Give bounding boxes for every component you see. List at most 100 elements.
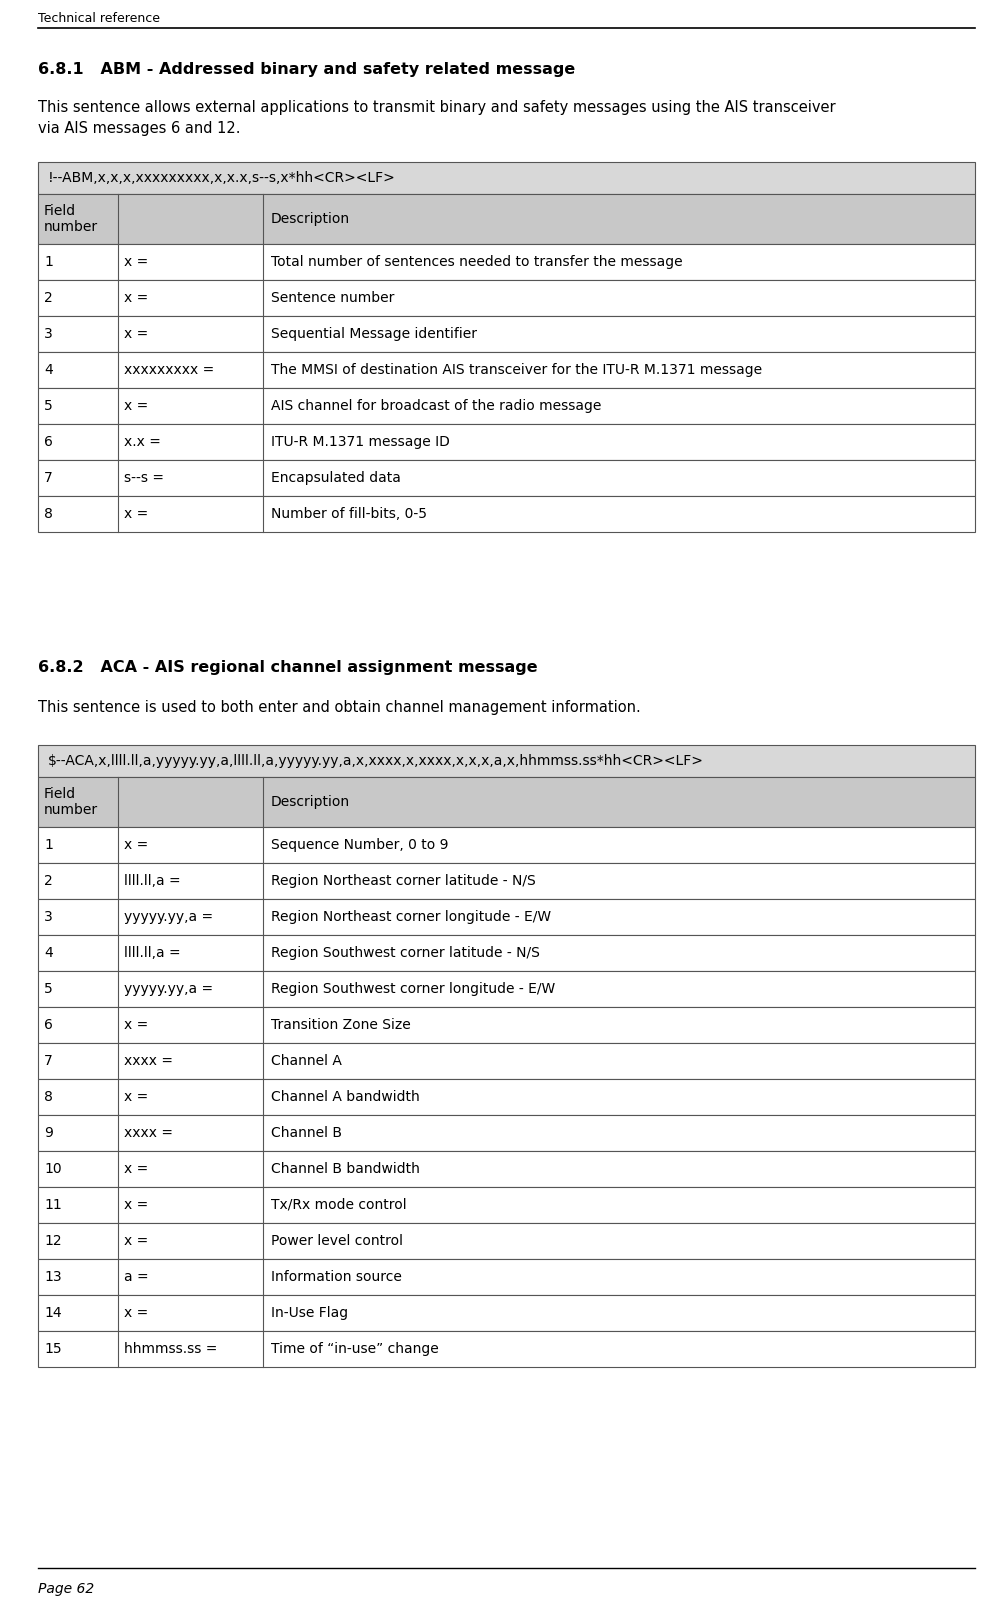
Text: 10: 10 <box>44 1162 61 1176</box>
Text: 9: 9 <box>44 1126 53 1139</box>
Bar <box>38 1294 975 1332</box>
Bar <box>38 863 975 898</box>
Bar <box>38 423 975 461</box>
Text: Total number of sentences needed to transfer the message: Total number of sentences needed to tran… <box>271 255 682 268</box>
Text: This sentence is used to both enter and obtain channel management information.: This sentence is used to both enter and … <box>38 700 641 714</box>
Text: 4: 4 <box>44 945 52 960</box>
Text: Encapsulated data: Encapsulated data <box>271 470 400 485</box>
Text: 2: 2 <box>44 874 52 889</box>
Bar <box>38 388 975 423</box>
Text: yyyyy.yy,a =: yyyyy.yy,a = <box>124 910 213 924</box>
Bar <box>38 745 975 777</box>
Text: !--ABM,x,x,x,xxxxxxxxx,x,x.x,s--s,x*hh<CR><LF>: !--ABM,x,x,x,xxxxxxxxx,x,x.x,s--s,x*hh<C… <box>48 171 395 184</box>
Text: x =: x = <box>124 255 148 268</box>
Bar <box>38 1115 975 1151</box>
Text: Power level control: Power level control <box>271 1235 402 1248</box>
Text: 1: 1 <box>44 839 53 852</box>
Bar <box>38 461 975 496</box>
Text: 13: 13 <box>44 1270 61 1285</box>
Text: 1: 1 <box>44 255 53 268</box>
Bar <box>38 971 975 1007</box>
Text: xxxx =: xxxx = <box>124 1126 173 1139</box>
Text: 7: 7 <box>44 470 52 485</box>
Bar <box>38 1042 975 1079</box>
Text: The MMSI of destination AIS transceiver for the ITU-R M.1371 message: The MMSI of destination AIS transceiver … <box>271 364 762 377</box>
Text: Field
number: Field number <box>44 787 99 818</box>
Bar <box>38 1188 975 1223</box>
Bar <box>38 1151 975 1188</box>
Text: 15: 15 <box>44 1341 61 1356</box>
Text: 3: 3 <box>44 910 52 924</box>
Text: llll.ll,a =: llll.ll,a = <box>124 945 180 960</box>
Text: Field
number: Field number <box>44 204 99 234</box>
Bar <box>38 1332 975 1367</box>
Text: This sentence allows external applications to transmit binary and safety message: This sentence allows external applicatio… <box>38 100 836 136</box>
Text: llll.ll,a =: llll.ll,a = <box>124 874 180 889</box>
Bar <box>38 1007 975 1042</box>
Text: 6: 6 <box>44 435 53 449</box>
Bar <box>38 352 975 388</box>
Text: x =: x = <box>124 326 148 341</box>
Text: x =: x = <box>124 1018 148 1033</box>
Bar <box>38 317 975 352</box>
Bar <box>38 936 975 971</box>
Text: 5: 5 <box>44 983 52 995</box>
Text: 6.8.2   ACA - AIS regional channel assignment message: 6.8.2 ACA - AIS regional channel assignm… <box>38 659 537 675</box>
Text: 3: 3 <box>44 326 52 341</box>
Text: x =: x = <box>124 1091 148 1104</box>
Text: AIS channel for broadcast of the radio message: AIS channel for broadcast of the radio m… <box>271 399 602 414</box>
Text: 8: 8 <box>44 1091 53 1104</box>
Text: yyyyy.yy,a =: yyyyy.yy,a = <box>124 983 213 995</box>
Text: Technical reference: Technical reference <box>38 11 160 24</box>
Bar <box>38 827 975 863</box>
Text: xxxxxxxxx =: xxxxxxxxx = <box>124 364 214 377</box>
Bar <box>38 777 975 827</box>
Text: Region Southwest corner latitude - N/S: Region Southwest corner latitude - N/S <box>271 945 540 960</box>
Text: x =: x = <box>124 291 148 305</box>
Text: ITU-R M.1371 message ID: ITU-R M.1371 message ID <box>271 435 450 449</box>
Bar <box>38 162 975 194</box>
Text: Sequence Number, 0 to 9: Sequence Number, 0 to 9 <box>271 839 449 852</box>
Text: Page 62: Page 62 <box>38 1582 95 1597</box>
Text: x =: x = <box>124 1306 148 1320</box>
Text: Transition Zone Size: Transition Zone Size <box>271 1018 410 1033</box>
Bar <box>38 1079 975 1115</box>
Text: 14: 14 <box>44 1306 61 1320</box>
Text: Description: Description <box>271 212 350 226</box>
Text: Region Southwest corner longitude - E/W: Region Southwest corner longitude - E/W <box>271 983 555 995</box>
Text: x =: x = <box>124 507 148 520</box>
Text: 5: 5 <box>44 399 52 414</box>
Text: x =: x = <box>124 1235 148 1248</box>
Text: x =: x = <box>124 839 148 852</box>
Text: 2: 2 <box>44 291 52 305</box>
Text: x.x =: x.x = <box>124 435 161 449</box>
Text: 6: 6 <box>44 1018 53 1033</box>
Text: 8: 8 <box>44 507 53 520</box>
Text: 12: 12 <box>44 1235 61 1248</box>
Text: Tx/Rx mode control: Tx/Rx mode control <box>271 1197 406 1212</box>
Bar <box>38 194 975 244</box>
Text: x =: x = <box>124 1197 148 1212</box>
Text: Region Northeast corner latitude - N/S: Region Northeast corner latitude - N/S <box>271 874 535 889</box>
Text: xxxx =: xxxx = <box>124 1054 173 1068</box>
Bar <box>38 1223 975 1259</box>
Text: $--ACA,x,llll.ll,a,yyyyy.yy,a,llll.ll,a,yyyyy.yy,a,x,xxxx,x,xxxx,x,x,x,a,x,hhmms: $--ACA,x,llll.ll,a,yyyyy.yy,a,llll.ll,a,… <box>48 755 704 768</box>
Text: Time of “in-use” change: Time of “in-use” change <box>271 1341 439 1356</box>
Bar <box>38 1259 975 1294</box>
Text: s--s =: s--s = <box>124 470 164 485</box>
Text: Region Northeast corner longitude - E/W: Region Northeast corner longitude - E/W <box>271 910 551 924</box>
Text: x =: x = <box>124 399 148 414</box>
Text: Channel B bandwidth: Channel B bandwidth <box>271 1162 420 1176</box>
Text: 6.8.1   ABM - Addressed binary and safety related message: 6.8.1 ABM - Addressed binary and safety … <box>38 61 575 78</box>
Text: Channel B: Channel B <box>271 1126 342 1139</box>
Text: Channel A: Channel A <box>271 1054 342 1068</box>
Bar <box>38 280 975 317</box>
Text: Channel A bandwidth: Channel A bandwidth <box>271 1091 420 1104</box>
Text: Sentence number: Sentence number <box>271 291 394 305</box>
Text: Description: Description <box>271 795 350 810</box>
Text: hhmmss.ss =: hhmmss.ss = <box>124 1341 217 1356</box>
Bar <box>38 898 975 936</box>
Text: In-Use Flag: In-Use Flag <box>271 1306 348 1320</box>
Text: x =: x = <box>124 1162 148 1176</box>
Bar <box>38 244 975 280</box>
